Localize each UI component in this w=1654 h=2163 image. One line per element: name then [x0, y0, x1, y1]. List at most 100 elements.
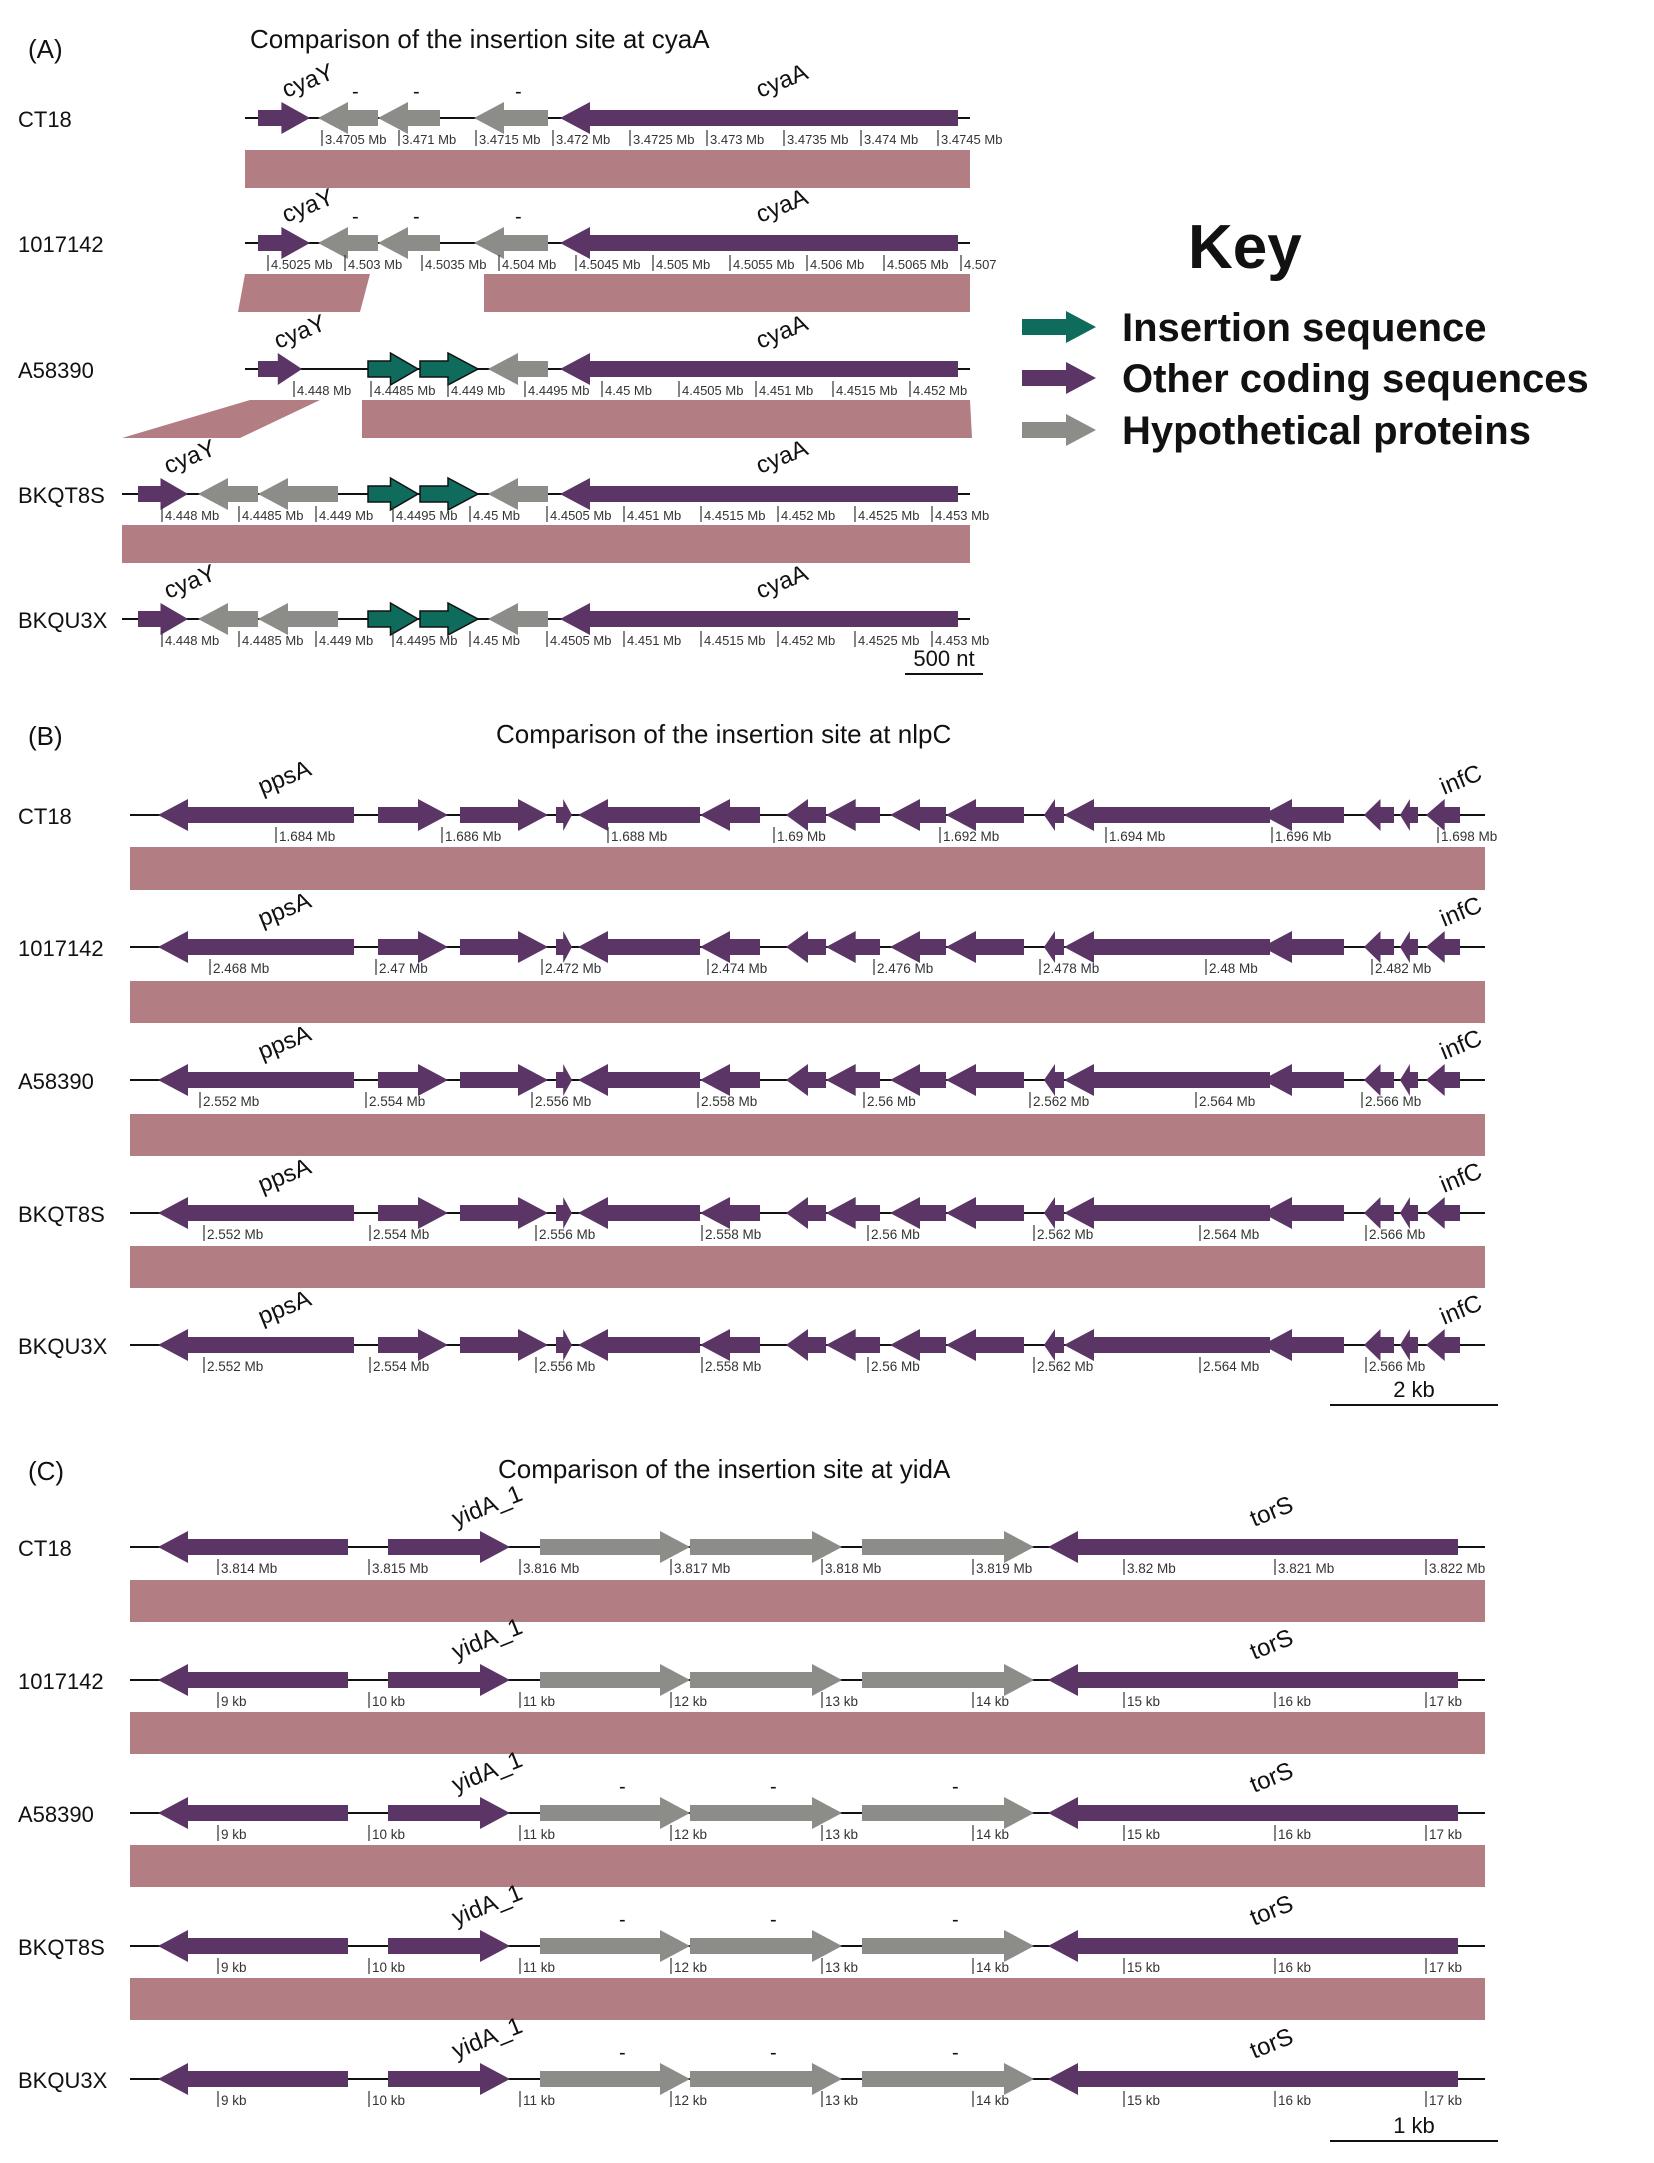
gene-arrow-hypothetical [540, 1930, 690, 1962]
panel-c-letter: (C) [28, 1456, 64, 1486]
gene-arrow-other [138, 478, 188, 510]
gene-arrow-other [786, 931, 826, 963]
tick-label: 4.4505 Mb [550, 633, 611, 648]
gene-arrow-other [1048, 1930, 1458, 1962]
gene-arrow-other [388, 1664, 510, 1696]
strain-label: A58390 [18, 358, 94, 383]
tick-label: 12 kb [674, 2093, 707, 2108]
gene-arrow-other [578, 931, 700, 963]
gene-arrow-other [560, 102, 958, 134]
gene-arrow-other [560, 478, 958, 510]
gene-label: ppsA [254, 755, 315, 801]
tick-label: 4.5065 Mb [887, 257, 948, 272]
gene-arrow-other [1400, 1329, 1418, 1361]
gene-arrow-hypothetical [318, 102, 378, 134]
tick-label: 9 kb [221, 1827, 247, 1842]
tick-label: 10 kb [372, 2093, 405, 2108]
panel-c-track-0: CT18 yidA_1 torS 3.814 Mb 3.815 Mb 3.816 Mb 3.… [18, 1480, 1485, 1576]
tick-label: 4.507 [964, 257, 997, 272]
strain-label: CT18 [18, 107, 72, 132]
gene-label: torS [1246, 1890, 1297, 1932]
tick-label: 4.4515 Mb [704, 508, 765, 523]
gene-arrow-hypothetical [862, 2063, 1034, 2095]
tick-label: 2.48 Mb [1209, 961, 1258, 976]
gene-arrow-other [460, 1064, 548, 1096]
panel-b-track-1: 1017142 ppsA infC 2.468 Mb 2.47 Mb 2.472 Mb 2.… [18, 887, 1486, 976]
gene-arrow-other [1044, 1329, 1064, 1361]
gene-arrow-other [826, 1197, 880, 1229]
strain-label: A58390 [18, 1069, 94, 1094]
tick-label: 1.688 Mb [611, 829, 667, 844]
legend-key: Key Insertion sequence Other coding seque… [1022, 213, 1589, 453]
tick-label: 4.452 Mb [913, 383, 967, 398]
panel-b-letter: (B) [28, 721, 63, 751]
tick-label: 4.45 Mb [473, 633, 520, 648]
synteny-band-1 [245, 150, 970, 188]
gene-arrow-other [1400, 799, 1418, 831]
synteny-band-6 [122, 525, 970, 563]
gene-label: torS [1246, 1624, 1297, 1666]
tick-label: 4.503 Mb [348, 257, 402, 272]
tick-label: 2.554 Mb [373, 1227, 429, 1242]
tick-label: 4.4485 Mb [374, 383, 435, 398]
tick-label: 4.451 Mb [759, 383, 813, 398]
gene-arrow-insertion [367, 476, 420, 512]
tick-label: 3.472 Mb [556, 132, 610, 147]
gene-arrow-other [158, 1930, 348, 1962]
gene-arrow-other [946, 931, 1024, 963]
gene-arrow-other [1048, 1531, 1458, 1563]
gene-arrow-other [158, 2063, 348, 2095]
gene-arrow-other [578, 1064, 700, 1096]
tick-label: 17 kb [1429, 1827, 1462, 1842]
tick-label: 3.819 Mb [976, 1561, 1032, 1576]
strain-label: 1017142 [18, 1669, 104, 1694]
gene-arrow-other [786, 1329, 826, 1361]
tick-label: 1.692 Mb [943, 829, 999, 844]
gene-arrow-other [578, 1329, 700, 1361]
tick-label: 2.566 Mb [1369, 1359, 1425, 1374]
tick-label: 3.815 Mb [372, 1561, 428, 1576]
gene-arrow-other [1064, 799, 1270, 831]
gene-arrow-other [556, 799, 572, 831]
tick-label: 12 kb [674, 1960, 707, 1975]
gene-label: - [413, 206, 420, 228]
tick-label: 1.684 Mb [279, 829, 335, 844]
gene-arrow-other [946, 1197, 1024, 1229]
tick-label: 9 kb [221, 1694, 247, 1709]
tick-label: 14 kb [976, 2093, 1009, 2108]
tick-label: 4.506 Mb [810, 257, 864, 272]
gene-arrow-hypothetical [318, 227, 378, 259]
gene-arrow-other [158, 1531, 348, 1563]
gene-arrow-hypothetical [488, 603, 548, 635]
tick-label: 9 kb [221, 2093, 247, 2108]
gene-label: - [619, 2042, 626, 2064]
gene-arrow-hypothetical [540, 1531, 690, 1563]
gene-arrow-hypothetical [862, 1930, 1034, 1962]
gene-label: infC [1436, 1158, 1486, 1199]
tick-label: 3.4705 Mb [325, 132, 386, 147]
gene-arrow-other [388, 1531, 510, 1563]
gene-arrow-other [378, 1064, 448, 1096]
gene-arrow-other [1048, 1797, 1458, 1829]
tick-label: 2.564 Mb [1203, 1227, 1259, 1242]
gene-arrow-hypothetical [198, 603, 258, 635]
gene-arrow-other [1262, 931, 1344, 963]
gene-arrow-other [158, 1197, 354, 1229]
gene-arrow-other [158, 1797, 348, 1829]
tick-label: 16 kb [1278, 1827, 1311, 1842]
gene-arrow-other [258, 102, 310, 134]
gene-label: - [952, 1776, 959, 1798]
panel-b-track-3: BKQT8S ppsA infC 2.552 Mb 2.554 Mb 2.556 Mb 2.… [18, 1153, 1486, 1242]
synteny-band-13 [130, 1845, 1485, 1887]
panel-b-title: Comparison of the insertion site at nlpC [496, 719, 951, 749]
gene-arrow-hypothetical [258, 603, 338, 635]
tick-label: 3.474 Mb [864, 132, 918, 147]
gene-label: cyaY [270, 310, 330, 355]
tick-label: 3.822 Mb [1429, 1561, 1485, 1576]
tick-label: 2.556 Mb [535, 1094, 591, 1109]
gene-arrow-other [1044, 799, 1064, 831]
tick-label: 4.449 Mb [319, 633, 373, 648]
tick-label: 2.552 Mb [207, 1359, 263, 1374]
